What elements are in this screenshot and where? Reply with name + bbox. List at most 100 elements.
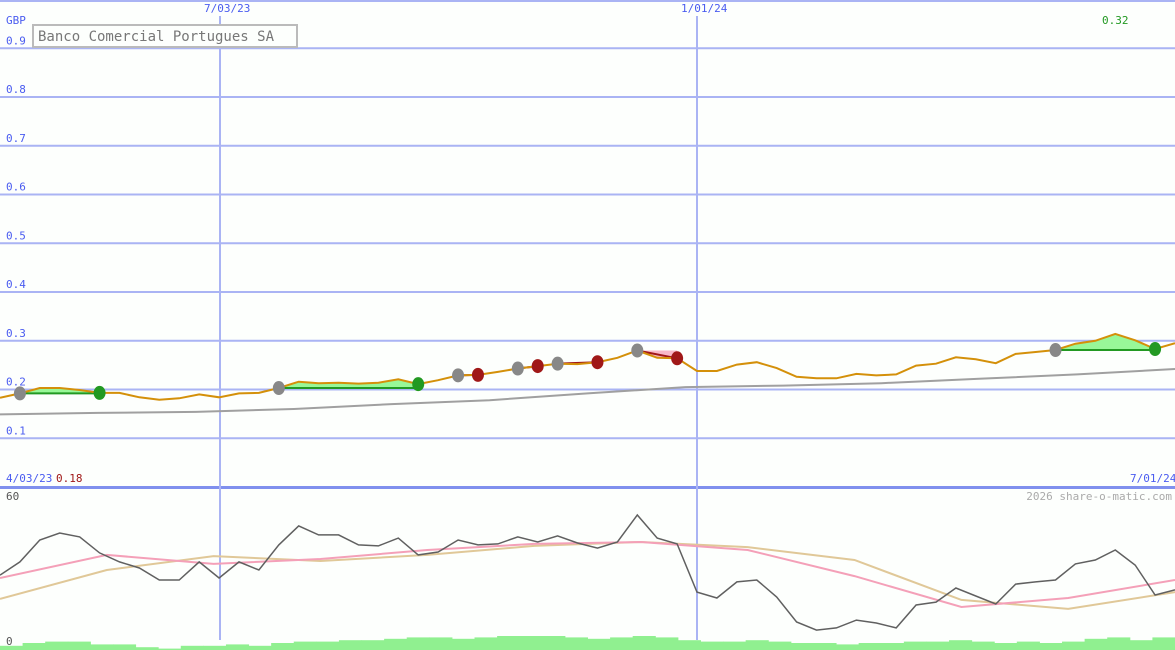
volume-bar — [745, 640, 769, 650]
volume-bar — [971, 641, 995, 650]
volume-bar — [158, 648, 182, 650]
entry-marker — [13, 386, 26, 401]
y-tick-label: 0.1 — [6, 424, 26, 437]
volume-bar — [0, 645, 24, 650]
volume-bar — [1107, 637, 1131, 650]
exit-marker — [93, 385, 106, 400]
volume-bar — [519, 636, 543, 650]
volume-bar — [881, 643, 905, 650]
volume-bar — [451, 638, 476, 650]
volume-bar — [700, 641, 724, 650]
currency-label: GBP — [6, 14, 26, 27]
volume-bar — [45, 641, 69, 650]
volume-bar — [632, 636, 656, 650]
exit-marker — [1149, 342, 1162, 357]
volume-bar — [903, 641, 927, 650]
y-tick-label: 0.3 — [6, 327, 26, 340]
volume-bar — [1129, 640, 1153, 650]
exit-marker — [671, 351, 684, 366]
copyright: 2026 share-o-matic.com — [1026, 490, 1172, 503]
volume-bar — [338, 640, 363, 650]
volume-bar — [361, 640, 385, 650]
exit-marker — [591, 355, 604, 370]
entry-marker — [551, 356, 564, 371]
volume-bar — [858, 643, 882, 650]
volume-bar — [790, 643, 814, 650]
y-tick-label: 0.9 — [6, 34, 26, 47]
volume-bar — [813, 643, 837, 650]
last-price-label: 0.32 — [1102, 14, 1129, 27]
volume-bar — [429, 637, 453, 650]
volume-bar — [655, 637, 679, 650]
price-line — [0, 332, 1175, 401]
chart-title: Banco Comercial Portugues SA — [38, 29, 275, 45]
entry-marker — [511, 361, 524, 376]
volume-bar — [406, 637, 430, 650]
volume-bar — [926, 641, 950, 650]
x-tick-label: 7/03/23 — [204, 2, 250, 15]
volume-bar — [677, 640, 701, 650]
volume-bar — [994, 643, 1018, 650]
volume-bar — [135, 647, 159, 650]
volume-bar — [474, 637, 498, 650]
volume-bar — [1084, 638, 1108, 650]
entry-marker — [452, 368, 465, 383]
trade-markers — [13, 342, 1162, 401]
moving-average-line — [0, 368, 1175, 416]
volume-bar — [384, 638, 408, 650]
start-date-label: 4/03/23 — [6, 472, 52, 485]
end-date-label: 7/01/24 — [1130, 472, 1175, 485]
exit-marker — [531, 359, 544, 374]
volume-bar — [67, 641, 91, 650]
volume-bar — [587, 638, 611, 650]
volume-bar — [1062, 641, 1086, 650]
volume-bar — [1152, 637, 1175, 650]
oscillator-slow-line — [0, 540, 1175, 610]
x-tick-label: 1/01/24 — [681, 2, 728, 15]
y-tick-label: 0.5 — [6, 229, 26, 242]
volume-bar — [949, 640, 973, 650]
volume-bar — [203, 645, 227, 650]
oscillator-signal-line — [0, 540, 1175, 609]
volume-bar — [293, 641, 317, 650]
volume-bar — [1039, 643, 1063, 650]
exit-marker — [412, 377, 425, 392]
volume-bar — [225, 644, 250, 650]
volume-bar — [316, 641, 340, 650]
entry-marker — [1049, 343, 1062, 358]
volume-bar — [836, 644, 860, 650]
y-tick-label: 0.4 — [6, 278, 26, 291]
y-tick-labels: 0.1 0.2 0.3 0.4 0.5 0.6 0.7 0.8 0.9 — [6, 34, 26, 437]
volume-bar — [1016, 641, 1040, 650]
volume-bar — [542, 636, 566, 650]
trade-line — [637, 349, 678, 360]
oscillator-max-label: 60 — [6, 490, 19, 503]
title-box — [32, 24, 298, 48]
first-price-label: 0.18 — [56, 472, 83, 485]
oscillator-line — [0, 513, 1175, 631]
volume-bar — [248, 645, 272, 650]
entry-marker — [272, 381, 285, 396]
volume-bar — [564, 637, 588, 650]
volume-bar — [112, 644, 137, 650]
trade-fill — [19, 388, 100, 394]
oscillator-min-label: 0 — [6, 635, 13, 648]
volume-bars — [0, 636, 1175, 650]
exit-marker — [471, 367, 484, 382]
y-tick-label: 0.6 — [6, 181, 26, 194]
volume-bar — [180, 645, 204, 650]
entry-marker — [631, 343, 644, 358]
y-tick-label: 0.7 — [6, 132, 26, 145]
volume-bar — [497, 636, 521, 650]
volume-bar — [22, 643, 46, 650]
volume-bar — [768, 641, 792, 650]
volume-bar — [90, 644, 114, 650]
y-tick-label: 0.8 — [6, 83, 26, 96]
volume-bar — [723, 641, 747, 650]
volume-bar — [271, 643, 295, 650]
y-tick-label: 0.2 — [6, 376, 26, 389]
volume-bar — [610, 637, 634, 650]
trade-fill — [1055, 333, 1156, 351]
